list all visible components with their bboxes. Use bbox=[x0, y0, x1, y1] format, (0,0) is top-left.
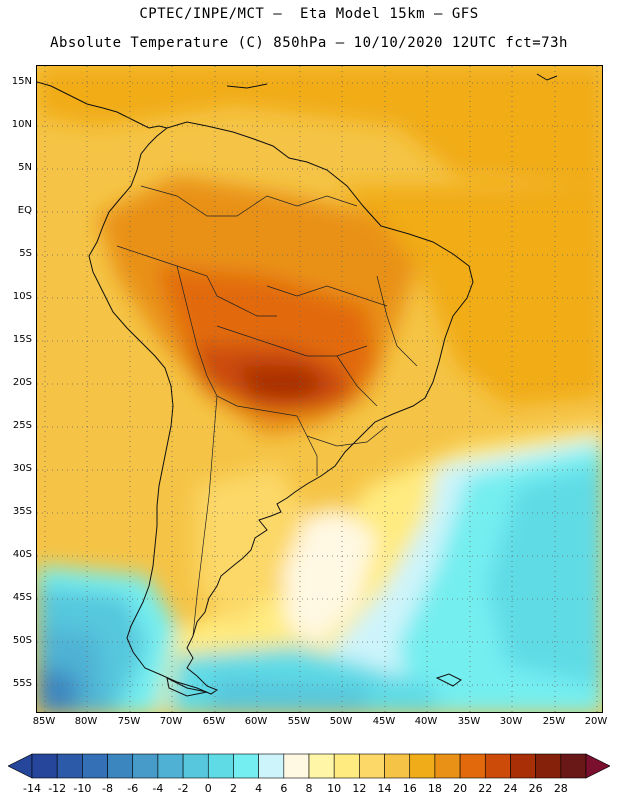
lat-label: 5N bbox=[18, 162, 32, 173]
colorbar-swatch bbox=[157, 753, 184, 779]
lon-label: 50W bbox=[329, 716, 353, 727]
colorbar-swatch bbox=[434, 753, 461, 779]
colorbar-swatch bbox=[308, 753, 335, 779]
south-america-coast bbox=[88, 121, 474, 695]
colorbar-tick-label: 10 bbox=[327, 782, 342, 795]
lon-label: 45W bbox=[372, 716, 396, 727]
colorbar-boxes bbox=[31, 753, 587, 779]
lon-label: 80W bbox=[74, 716, 98, 727]
colorbar-tick-label: -14 bbox=[23, 782, 41, 795]
map-title-line1: CPTEC/INPE/MCT – Eta Model 15km – GFS bbox=[139, 6, 479, 22]
colorbar-under-arrow bbox=[8, 753, 33, 779]
colorbar-tick-label: 12 bbox=[352, 782, 367, 795]
brazil-states-2 bbox=[266, 285, 388, 307]
colorbar-tick-label: 20 bbox=[453, 782, 468, 795]
lon-label: 30W bbox=[499, 716, 523, 727]
colorbar-tick-label: 16 bbox=[402, 782, 417, 795]
lat-label: 40S bbox=[12, 549, 32, 560]
country-borders bbox=[116, 185, 418, 637]
lon-label: 75W bbox=[117, 716, 141, 727]
central-america-coast bbox=[37, 81, 168, 129]
colorbar-swatch bbox=[359, 753, 385, 779]
colorbar-swatch bbox=[535, 753, 562, 779]
lon-label: 25W bbox=[542, 716, 566, 727]
colorbar-tick-label: -10 bbox=[73, 782, 92, 795]
colorbar-tick-label: -8 bbox=[102, 782, 114, 795]
colorbar-swatch bbox=[31, 753, 58, 779]
colorbar-swatch bbox=[207, 753, 234, 779]
brazil-states-3 bbox=[336, 355, 378, 407]
paraguay-border bbox=[296, 415, 318, 476]
lat-label: 10S bbox=[12, 291, 32, 302]
lon-grid bbox=[44, 66, 598, 712]
lat-label: 15N bbox=[11, 76, 32, 87]
lon-label: 20W bbox=[584, 716, 608, 727]
colorbar-tick-label: 2 bbox=[229, 782, 237, 795]
colorbar-tick-label: 0 bbox=[204, 782, 212, 795]
lat-label: 45S bbox=[12, 592, 32, 603]
colorbar-swatch bbox=[233, 753, 259, 779]
colorbar-tick-label: 4 bbox=[255, 782, 263, 795]
map-title-line2: Absolute Temperature (C) 850hPa – 10/10/… bbox=[50, 35, 568, 51]
lat-label: 25S bbox=[12, 420, 32, 431]
colorbar-tick-label: -4 bbox=[152, 782, 164, 795]
tierra-del-fuego bbox=[166, 677, 208, 697]
lon-label: 35W bbox=[457, 716, 481, 727]
temperature-map[interactable] bbox=[36, 65, 603, 713]
colorbar-swatch bbox=[56, 753, 83, 779]
lon-label: 40W bbox=[414, 716, 438, 727]
lon-label: 70W bbox=[159, 716, 183, 727]
lon-label: 60W bbox=[244, 716, 268, 727]
colorbar-swatch bbox=[409, 753, 436, 779]
colorbar-tick-label: 8 bbox=[305, 782, 313, 795]
lat-label: 55S bbox=[12, 678, 32, 689]
colorbar-swatch bbox=[182, 753, 209, 779]
colorbar-swatch bbox=[384, 753, 411, 779]
falkland-islands bbox=[435, 673, 462, 687]
lat-label: 50S bbox=[12, 635, 32, 646]
colorbar-tick-label: 26 bbox=[528, 782, 543, 795]
bolivia-border bbox=[176, 265, 298, 417]
colorbar-tick-label: 18 bbox=[427, 782, 442, 795]
andean-border bbox=[116, 245, 277, 317]
lat-label: 10N bbox=[11, 119, 32, 130]
lon-label: 65W bbox=[202, 716, 226, 727]
brazil-states-1 bbox=[216, 325, 368, 357]
colorbar-swatch bbox=[107, 753, 134, 779]
colorbar-tick-label: -12 bbox=[48, 782, 67, 795]
caribbean-islands bbox=[226, 83, 268, 89]
colorbar-swatch bbox=[459, 753, 486, 779]
brazil-states-4 bbox=[376, 275, 418, 367]
colorbar-tick-label: 14 bbox=[377, 782, 392, 795]
colorbar-swatch bbox=[132, 753, 159, 779]
colorbar-swatch bbox=[560, 753, 587, 779]
lon-label: 55W bbox=[287, 716, 311, 727]
lat-label: EQ bbox=[17, 205, 32, 216]
colorbar-swatch bbox=[484, 753, 511, 779]
brazil-states-5 bbox=[306, 425, 388, 447]
lat-label: 5S bbox=[19, 248, 32, 259]
colorbar-tick-label: -6 bbox=[127, 782, 139, 795]
colorbar-tick-label: 22 bbox=[478, 782, 493, 795]
temperature-colorbar bbox=[8, 753, 610, 779]
colorbar-tick-label: 28 bbox=[553, 782, 568, 795]
lat-label: 15S bbox=[12, 334, 32, 345]
chile-argentina-border bbox=[192, 395, 218, 637]
colorbar-tick-label: 24 bbox=[503, 782, 518, 795]
lon-label: 85W bbox=[32, 716, 56, 727]
colorbar-swatch bbox=[333, 753, 360, 779]
coastlines bbox=[37, 73, 558, 697]
colorbar-swatch bbox=[258, 753, 285, 779]
colorbar-tick-label: -2 bbox=[177, 782, 189, 795]
lat-label: 30S bbox=[12, 463, 32, 474]
lesser-antilles bbox=[536, 73, 558, 81]
colorbar-tick-label: 6 bbox=[280, 782, 288, 795]
colorbar-swatch bbox=[82, 753, 108, 779]
northern-border bbox=[140, 185, 358, 217]
lat-label: 20S bbox=[12, 377, 32, 388]
colorbar-swatch bbox=[283, 753, 310, 779]
colorbar-swatch bbox=[510, 753, 536, 779]
lat-label: 35S bbox=[12, 506, 32, 517]
colorbar-over-arrow bbox=[585, 753, 610, 779]
